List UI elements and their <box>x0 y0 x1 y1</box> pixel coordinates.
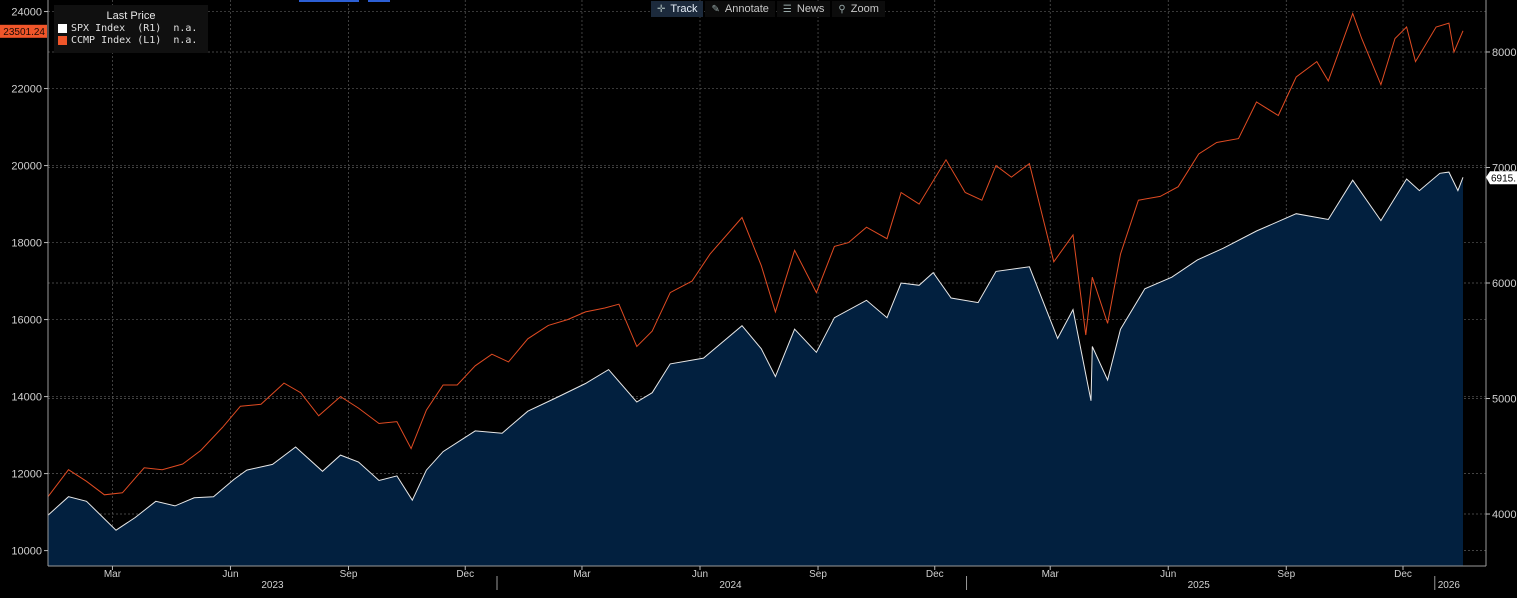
news-button[interactable]: ☰ News <box>776 1 831 17</box>
right-tick-label: 4000 <box>1492 509 1516 521</box>
annotate-label: Annotate <box>724 3 769 15</box>
spx-line <box>47 171 1464 531</box>
x-tick-label: Dec <box>926 569 944 580</box>
x-year-label: 2026 <box>1438 580 1461 591</box>
legend: Last Price SPX Index (R1) n.a. CCMP Inde… <box>54 5 208 53</box>
right-tick-label: 5000 <box>1492 394 1516 406</box>
right-tick-label: 8000 <box>1492 47 1516 59</box>
spx-area <box>48 172 1463 566</box>
x-tick-label: Mar <box>573 569 591 580</box>
legend-entry-spx[interactable]: SPX Index (R1) n.a. <box>58 23 208 34</box>
spx-last-badge-text: 6915. <box>1491 173 1516 184</box>
legend-label-spx: SPX Index (R1) n.a. <box>71 23 198 34</box>
x-tick-label: Mar <box>1042 569 1060 580</box>
magnifier-icon: ⚲ <box>838 3 846 15</box>
left-tick-label: 16000 <box>11 315 42 327</box>
left-tick-label: 10000 <box>11 546 42 558</box>
left-tick-label: 14000 <box>11 392 42 404</box>
track-button[interactable]: ✛ Track <box>651 1 704 17</box>
chart-toolbar: ✛ Track ✎ Annotate ☰ News ⚲ Zoom <box>651 1 885 17</box>
x-year-label: 2025 <box>1188 580 1211 591</box>
news-icon: ☰ <box>782 3 792 15</box>
ccmp-line <box>47 12 1464 498</box>
legend-swatch-ccmp <box>58 36 67 45</box>
legend-label-ccmp: CCMP Index (L1) n.a. <box>71 35 198 46</box>
spx-last-badge <box>1486 171 1517 185</box>
x-tick-label: Sep <box>1277 569 1295 580</box>
x-year-label: 2023 <box>261 580 284 591</box>
x-tick-label: Sep <box>809 569 827 580</box>
tab-indicator-2 <box>368 0 390 2</box>
left-tick-label: 12000 <box>11 469 42 481</box>
x-tick-label: Jun <box>1160 569 1176 580</box>
x-tick-label: Dec <box>1394 569 1412 580</box>
left-tick-label: 24000 <box>11 7 42 19</box>
pencil-icon: ✎ <box>711 3 720 15</box>
x-tick-label: Jun <box>222 569 238 580</box>
x-tick-label: Dec <box>456 569 474 580</box>
ccmp-last-badge <box>0 24 47 38</box>
x-tick-label: Sep <box>340 569 358 580</box>
legend-entry-ccmp[interactable]: CCMP Index (L1) n.a. <box>58 35 208 46</box>
ccmp-last-badge-text: 23501.24 <box>3 27 45 38</box>
left-tick-label: 20000 <box>11 161 42 173</box>
left-tick-label: 22000 <box>11 84 42 96</box>
legend-swatch-spx <box>58 24 67 33</box>
right-tick-label: 6000 <box>1492 278 1516 290</box>
zoom-button[interactable]: ⚲ Zoom <box>832 1 885 17</box>
crosshair-icon: ✛ <box>657 3 666 15</box>
zoom-label: Zoom <box>850 3 879 15</box>
annotate-button[interactable]: ✎ Annotate <box>705 1 775 17</box>
x-tick-label: Jun <box>692 569 708 580</box>
legend-title: Last Price <box>106 10 156 22</box>
left-tick-label: 18000 <box>11 238 42 250</box>
x-tick-label: Mar <box>104 569 122 580</box>
track-label: Track <box>670 3 698 15</box>
x-year-label: 2024 <box>719 580 742 591</box>
news-label: News <box>796 3 825 15</box>
tab-indicator <box>299 0 359 2</box>
